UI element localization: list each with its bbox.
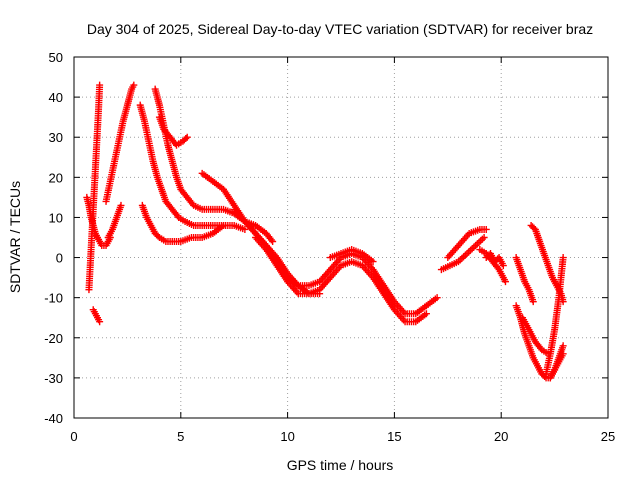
series-sat-track-e bbox=[104, 201, 125, 241]
x-tick-label: 25 bbox=[601, 429, 615, 444]
data-point bbox=[422, 310, 430, 318]
x-tick-label: 5 bbox=[177, 429, 184, 444]
x-axis-label: GPS time / hours bbox=[287, 457, 394, 473]
series-sat-track-n bbox=[437, 234, 488, 274]
x-tick-label: 0 bbox=[70, 429, 77, 444]
series-sat-track-h bbox=[136, 101, 249, 233]
data-point bbox=[183, 133, 191, 141]
y-tick-label: 0 bbox=[56, 251, 63, 266]
x-tick-label: 10 bbox=[280, 429, 294, 444]
series-sat-track-f bbox=[138, 201, 228, 246]
series-sat-track-m bbox=[326, 246, 377, 266]
series-sat-track-q bbox=[482, 250, 507, 270]
data-point bbox=[559, 254, 567, 262]
data-point bbox=[529, 298, 537, 306]
data-point bbox=[482, 225, 490, 233]
data-point bbox=[241, 225, 249, 233]
x-tick-label: 20 bbox=[494, 429, 508, 444]
data-point bbox=[117, 201, 125, 209]
data-point bbox=[96, 318, 104, 326]
series-sat-track-t bbox=[512, 254, 537, 306]
series-sat-track-w bbox=[519, 314, 552, 358]
data-point bbox=[182, 135, 190, 143]
series-sat-track-l bbox=[252, 234, 430, 326]
series-sat-track-i bbox=[155, 113, 191, 149]
chart-title: Day 304 of 2025, Sidereal Day-to-day VTE… bbox=[87, 21, 593, 37]
data-point bbox=[130, 81, 138, 89]
plot-frame bbox=[73, 56, 609, 419]
series-sat-track-d bbox=[102, 81, 138, 205]
series-sat-track-b bbox=[85, 81, 104, 294]
data-point bbox=[501, 278, 509, 286]
series-sat-track-v bbox=[546, 350, 567, 382]
y-tick-label: -30 bbox=[44, 371, 63, 386]
data-point bbox=[96, 81, 104, 89]
y-tick-label: 40 bbox=[49, 90, 63, 105]
series-sat-track-u bbox=[542, 254, 567, 378]
data-point bbox=[499, 262, 507, 270]
y-tick-label: 50 bbox=[49, 50, 63, 65]
data-point bbox=[369, 258, 377, 266]
grid-lines bbox=[74, 57, 608, 418]
series-sat-track-o bbox=[444, 225, 490, 262]
data-point bbox=[559, 350, 567, 358]
series-sat-track-c bbox=[89, 306, 104, 326]
data-point bbox=[267, 236, 275, 244]
data-point bbox=[544, 350, 552, 358]
data-point bbox=[154, 232, 162, 240]
y-axis-label: SDTVAR / TECUs bbox=[7, 181, 23, 293]
y-tick-label: -20 bbox=[44, 331, 63, 346]
data-point bbox=[480, 234, 488, 241]
axis-ticks: 0 5 10 15 20 25 -40 -30 -20 -10 0 10 20 30 40 50 bbox=[44, 50, 615, 444]
data-point bbox=[433, 294, 441, 302]
data-points bbox=[83, 81, 567, 382]
data-point bbox=[559, 342, 567, 350]
y-tick-label: 10 bbox=[49, 210, 63, 225]
y-tick-label: 30 bbox=[49, 130, 63, 145]
data-point bbox=[494, 264, 502, 272]
y-tick-label: -10 bbox=[44, 291, 63, 306]
x-tick-label: 15 bbox=[387, 429, 401, 444]
y-tick-label: 20 bbox=[49, 170, 63, 185]
series-sat-track-r bbox=[512, 302, 567, 382]
y-tick-label: -40 bbox=[44, 411, 63, 426]
data-point bbox=[269, 238, 277, 246]
